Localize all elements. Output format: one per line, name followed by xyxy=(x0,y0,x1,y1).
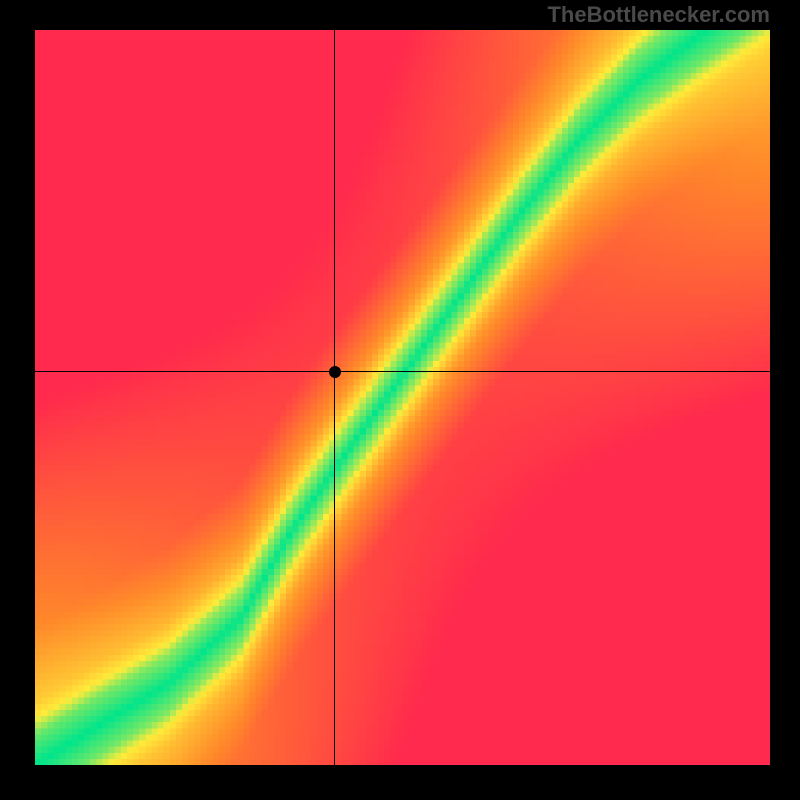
crosshair-horizontal xyxy=(35,371,770,372)
attribution-text: TheBottlenecker.com xyxy=(547,2,770,28)
chart-frame: TheBottlenecker.com xyxy=(0,0,800,800)
crosshair-vertical xyxy=(334,30,335,765)
bottleneck-heatmap xyxy=(35,30,770,765)
crosshair-marker xyxy=(329,366,341,378)
